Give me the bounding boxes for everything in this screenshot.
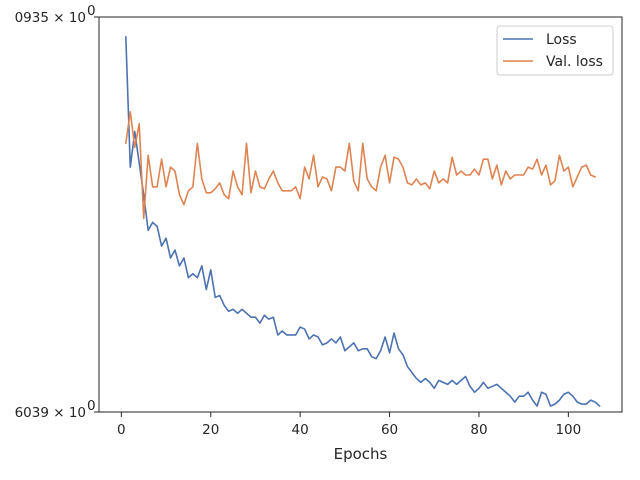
series-line-loss — [125, 35, 601, 407]
y-tick-label: 0935 × 10 — [15, 10, 86, 26]
x-tick-label: 80 — [470, 422, 487, 438]
x-tick-label: 40 — [292, 422, 309, 438]
y-tick-label: 6039 × 10 — [15, 405, 86, 421]
x-axis-label: Epochs — [334, 445, 388, 463]
x-tick-label: 0 — [117, 422, 126, 438]
legend-label-val-loss: Val. loss — [546, 54, 603, 70]
legend: Loss Val. loss — [496, 25, 614, 76]
x-tick-label: 60 — [381, 422, 398, 438]
plot-layer — [125, 35, 601, 407]
series-line-val-loss — [125, 111, 596, 220]
y-tick-exponent: 0 — [87, 3, 96, 19]
x-tick-label: 20 — [202, 422, 219, 438]
axes-frame — [98, 16, 623, 413]
legend-label-loss: Loss — [546, 32, 577, 48]
x-tick-label: 100 — [555, 422, 581, 438]
y-tick-exponent: 0 — [87, 398, 96, 414]
